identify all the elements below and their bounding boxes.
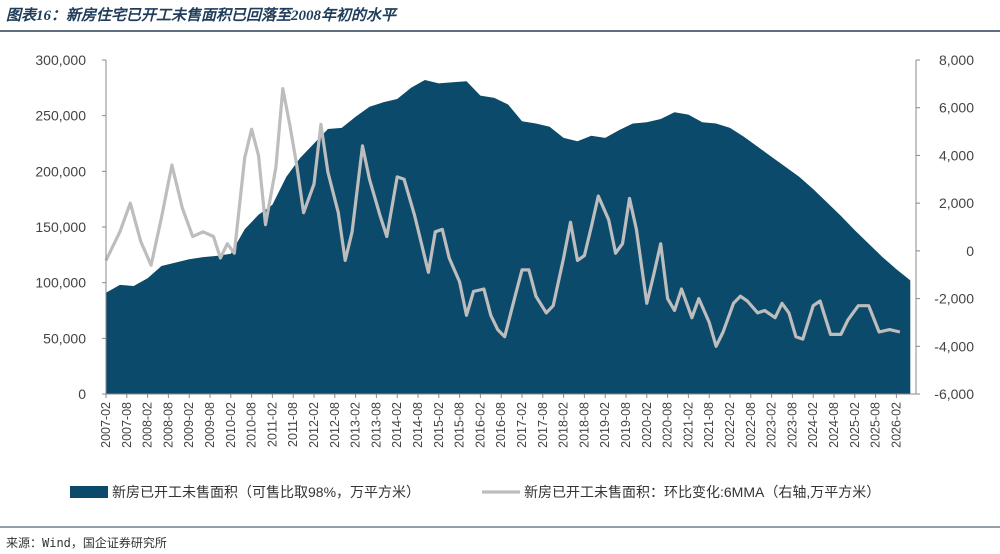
x-axis-labels: 2007-02 2007-08 2008-02 2008-08 2009-02 2009-… xyxy=(99,394,903,448)
x-tick-label: 2007-08 xyxy=(120,402,134,448)
plot-area: 300,000 250,000 200,000 150,000 100,000 50,00… xyxy=(35,52,974,402)
right-tick-label: 0 xyxy=(966,243,974,259)
right-tick-label: -4,000 xyxy=(934,338,974,354)
left-tick-label: 200,000 xyxy=(35,163,86,179)
x-tick-label: 2009-02 xyxy=(182,402,196,448)
x-tick-label: 2017-02 xyxy=(515,402,529,448)
x-tick-label: 2021-02 xyxy=(681,402,695,448)
x-tick-label: 2010-08 xyxy=(245,402,259,448)
x-tick-label: 2011-08 xyxy=(286,402,300,447)
left-tick-label: 300,000 xyxy=(35,52,86,68)
legend-label-area: 新房已开工未售面积（可售比取98%，万平方米） xyxy=(112,484,420,500)
x-tick-label: 2023-02 xyxy=(765,402,779,448)
x-tick-label: 2015-08 xyxy=(453,402,467,448)
x-tick-label: 2012-02 xyxy=(307,402,321,448)
left-tick-label: 150,000 xyxy=(35,219,86,235)
x-tick-label: 2015-02 xyxy=(432,402,446,448)
chart-title: 图表16：新房住宅已开工未售面积已回落至2008年初的水平 xyxy=(6,6,398,24)
x-tick-label: 2025-02 xyxy=(848,402,862,448)
x-tick-label: 2018-08 xyxy=(577,402,591,448)
x-tick-label: 2024-02 xyxy=(806,402,820,448)
x-tick-label: 2020-02 xyxy=(640,402,654,448)
right-tick-label: -2,000 xyxy=(934,291,974,307)
right-tick-label: 4,000 xyxy=(939,147,974,163)
x-tick-label: 2024-08 xyxy=(827,402,841,448)
x-tick-label: 2008-02 xyxy=(141,402,155,448)
x-tick-label: 2008-08 xyxy=(161,402,175,448)
x-tick-label: 2019-02 xyxy=(598,402,612,448)
left-tick-label: 0 xyxy=(78,386,86,402)
x-tick-label: 2013-02 xyxy=(349,402,363,448)
right-tick-label: 2,000 xyxy=(939,195,974,211)
x-tick-label: 2014-02 xyxy=(390,402,404,448)
source-note: 来源：Wind，国企证券研究所 xyxy=(6,535,167,550)
x-tick-label: 2018-02 xyxy=(557,402,571,448)
x-tick-label: 2026-02 xyxy=(889,402,903,448)
x-tick-label: 2025-08 xyxy=(869,402,883,448)
x-tick-label: 2021-08 xyxy=(702,402,716,448)
x-tick-label: 2016-02 xyxy=(473,402,487,448)
right-tick-label: 6,000 xyxy=(939,100,974,116)
x-tick-label: 2023-08 xyxy=(785,402,799,448)
legend-swatch-area xyxy=(70,486,108,498)
x-tick-label: 2014-08 xyxy=(411,402,425,448)
legend: 新房已开工未售面积（可售比取98%，万平方米） 新房已开工未售面积：环比变化:6M… xyxy=(70,484,880,500)
left-tick-label: 50,000 xyxy=(43,330,86,346)
series-line-6mma-change xyxy=(104,87,901,348)
x-tick-label: 2022-02 xyxy=(723,402,737,448)
left-tick-label: 250,000 xyxy=(35,108,86,124)
left-tick-label: 100,000 xyxy=(35,275,86,291)
right-tick-label: 8,000 xyxy=(939,52,974,68)
legend-label-line: 新房已开工未售面积：环比变化:6MMA（右轴,万平方米） xyxy=(524,484,880,500)
right-tick-label: -6,000 xyxy=(934,386,974,402)
series-area-unsold-area xyxy=(106,80,911,394)
x-tick-label: 2011-02 xyxy=(265,402,279,447)
x-tick-label: 2009-08 xyxy=(203,402,217,448)
x-tick-label: 2019-08 xyxy=(619,402,633,448)
x-tick-label: 2017-08 xyxy=(536,402,550,448)
x-tick-label: 2012-08 xyxy=(328,402,342,448)
x-tick-label: 2013-08 xyxy=(369,402,383,448)
x-tick-label: 2016-08 xyxy=(494,402,508,448)
x-tick-label: 2022-08 xyxy=(744,402,758,448)
x-tick-label: 2010-02 xyxy=(224,402,238,448)
x-tick-label: 2007-02 xyxy=(99,402,113,448)
x-tick-label: 2020-08 xyxy=(661,402,675,448)
